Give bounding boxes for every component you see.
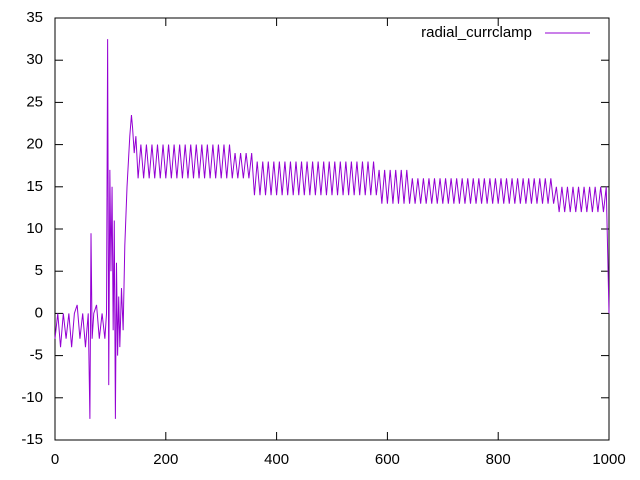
y-tick-label: 10 <box>26 220 43 237</box>
y-tick-label: 15 <box>26 178 43 195</box>
x-tick-label: 600 <box>375 451 400 468</box>
x-tick-label: 400 <box>264 451 289 468</box>
y-tick-label: -10 <box>21 389 43 406</box>
x-tick-label: 1000 <box>592 451 625 468</box>
y-tick-label: 5 <box>35 262 43 279</box>
y-tick-label: 25 <box>26 93 43 110</box>
y-tick-label: 0 <box>35 304 43 321</box>
y-tick-label: -15 <box>21 431 43 448</box>
y-tick-label: 30 <box>26 51 43 68</box>
plot-border <box>54 17 610 441</box>
legend-label: radial_currclamp <box>421 24 532 41</box>
y-tick-label: 35 <box>26 9 43 26</box>
x-tick-label: 0 <box>51 451 59 468</box>
x-tick-label: 800 <box>486 451 511 468</box>
y-tick-label: 20 <box>26 136 43 153</box>
y-tick-label: -5 <box>30 347 43 364</box>
data-line <box>54 39 610 419</box>
x-tick-label: 200 <box>153 451 178 468</box>
